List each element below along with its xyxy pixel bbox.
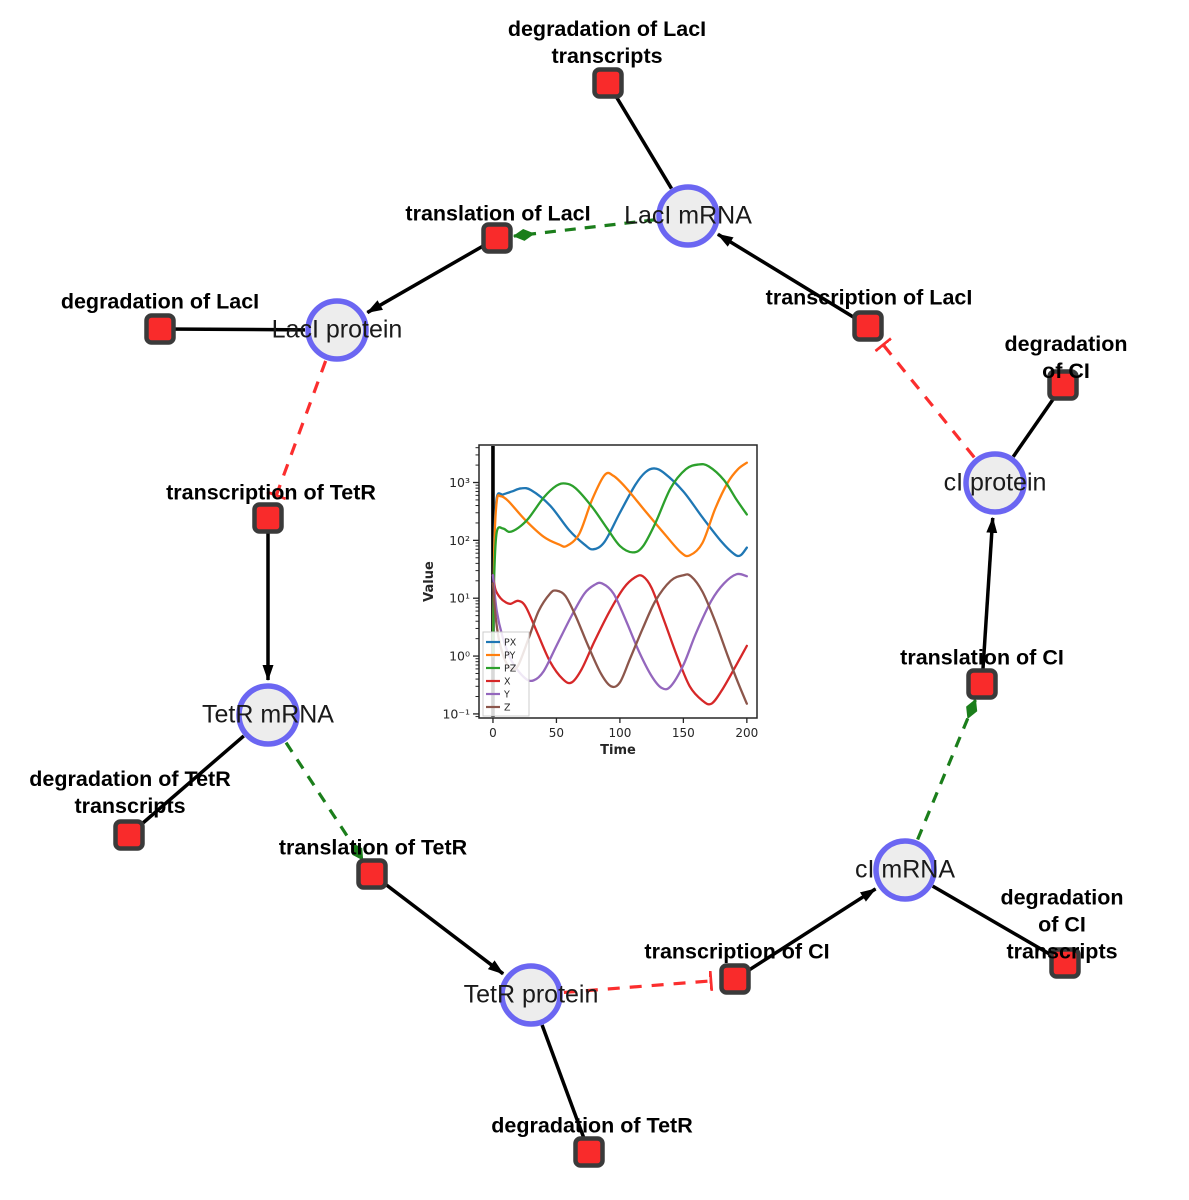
edge-modifier-laci-mrna-to-translation-of-laci [512, 218, 656, 241]
edges-layer [127, 82, 1066, 1153]
reaction-node-transcription-of-ci [719, 963, 751, 995]
legend-label-Z: Z [504, 703, 511, 714]
edge-product-transcription-of-laci-to-laci-mrna [716, 232, 869, 328]
legend-label-Y: Y [503, 690, 510, 701]
inset-chart: 0 50 100 150 20010⁻¹10⁰10¹10²10³TimeValuePXP… [422, 444, 758, 758]
edge-reactant-degradation-of-laci-to-laci-protein [159, 327, 306, 332]
edge-reactant-degradation-of-tetr-transcripts-to-tetr-mrna [127, 734, 245, 837]
legend-label-X: X [504, 677, 511, 688]
x-tick-label: 200 [735, 726, 758, 740]
reaction-node-degradation-of-ci [1047, 369, 1079, 401]
edge-product-translation-of-tetr-to-tetr-protein [370, 872, 505, 976]
species-node-ci-mrna [873, 838, 937, 902]
reaction-node-transcription-of-tetr [252, 502, 284, 534]
edge-reactant-degradation-of-laci-transcripts-to-laci-mrna [606, 82, 674, 190]
species-nodes-layer [236, 184, 1027, 1027]
reaction-node-degradation-of-laci [144, 313, 176, 345]
y-tick-label: 10⁻¹ [442, 706, 470, 721]
y-tick-label: 10² [449, 533, 470, 548]
edge-inhibition-laci-protein-to-transcription-of-tetr [276, 360, 328, 495]
edge-reactant-degradation-of-tetr-to-tetr-protein [540, 1024, 591, 1153]
legend-box [482, 631, 530, 717]
reaction-node-degradation-of-laci-transcripts [592, 67, 624, 99]
chart-series-PY [491, 461, 748, 658]
edge-product-translation-of-ci-to-ci-protein [980, 516, 998, 685]
edge-reactant-degradation-of-ci-transcripts-to-ci-mrna [931, 884, 1066, 965]
species-node-laci-mrna [656, 184, 720, 248]
species-node-laci-protein [305, 298, 369, 362]
reaction-node-translation-of-tetr [356, 858, 388, 890]
reaction-node-degradation-of-tetr-transcripts [113, 819, 145, 851]
edge-modifier-tetr-mrna-to-translation-of-tetr [284, 741, 365, 861]
edge-inhibition-tetr-protein-to-transcription-of-ci [563, 981, 711, 995]
y-tick-label: 10¹ [449, 591, 470, 606]
chart-series-PZ [491, 463, 748, 658]
x-tick-label: 100 [608, 726, 631, 740]
x-axis-title: Time [600, 743, 636, 758]
legend-label-PZ: PZ [504, 664, 517, 675]
species-node-tetr-protein [499, 963, 563, 1027]
x-tick-label: 50 [549, 726, 564, 740]
reaction-node-translation-of-ci [966, 668, 998, 700]
species-node-ci-protein [963, 451, 1027, 515]
y-tick-label: 10⁰ [449, 649, 470, 664]
reaction-node-degradation-of-tetr [573, 1136, 605, 1168]
species-node-tetr-mrna [236, 683, 300, 747]
edge-modifier-ci-mrna-to-translation-of-ci [916, 698, 978, 841]
edge-inhibition-ci-protein-to-transcription-of-laci [883, 345, 976, 459]
chart-legend: PX PY PZ XYZ [482, 631, 530, 717]
edge-product-transcription-of-ci-to-ci-mrna [734, 887, 877, 981]
edge-product-translation-of-laci-to-laci-protein [366, 236, 498, 315]
legend-label-PX: PX [504, 638, 517, 649]
legend-label-PY: PY [504, 651, 516, 662]
x-tick-label: 150 [672, 726, 695, 740]
chart-series-X [491, 574, 748, 706]
chart-series-PX [491, 467, 748, 658]
y-axis-title: Value [422, 561, 437, 602]
reaction-nodes-layer [113, 67, 1081, 1168]
reaction-node-translation-of-laci [481, 222, 513, 254]
reaction-node-transcription-of-laci [852, 310, 884, 342]
reaction-node-degradation-of-ci-transcripts [1049, 947, 1081, 979]
y-tick-label: 10³ [449, 475, 470, 490]
x-tick-label: 0 [489, 726, 497, 740]
